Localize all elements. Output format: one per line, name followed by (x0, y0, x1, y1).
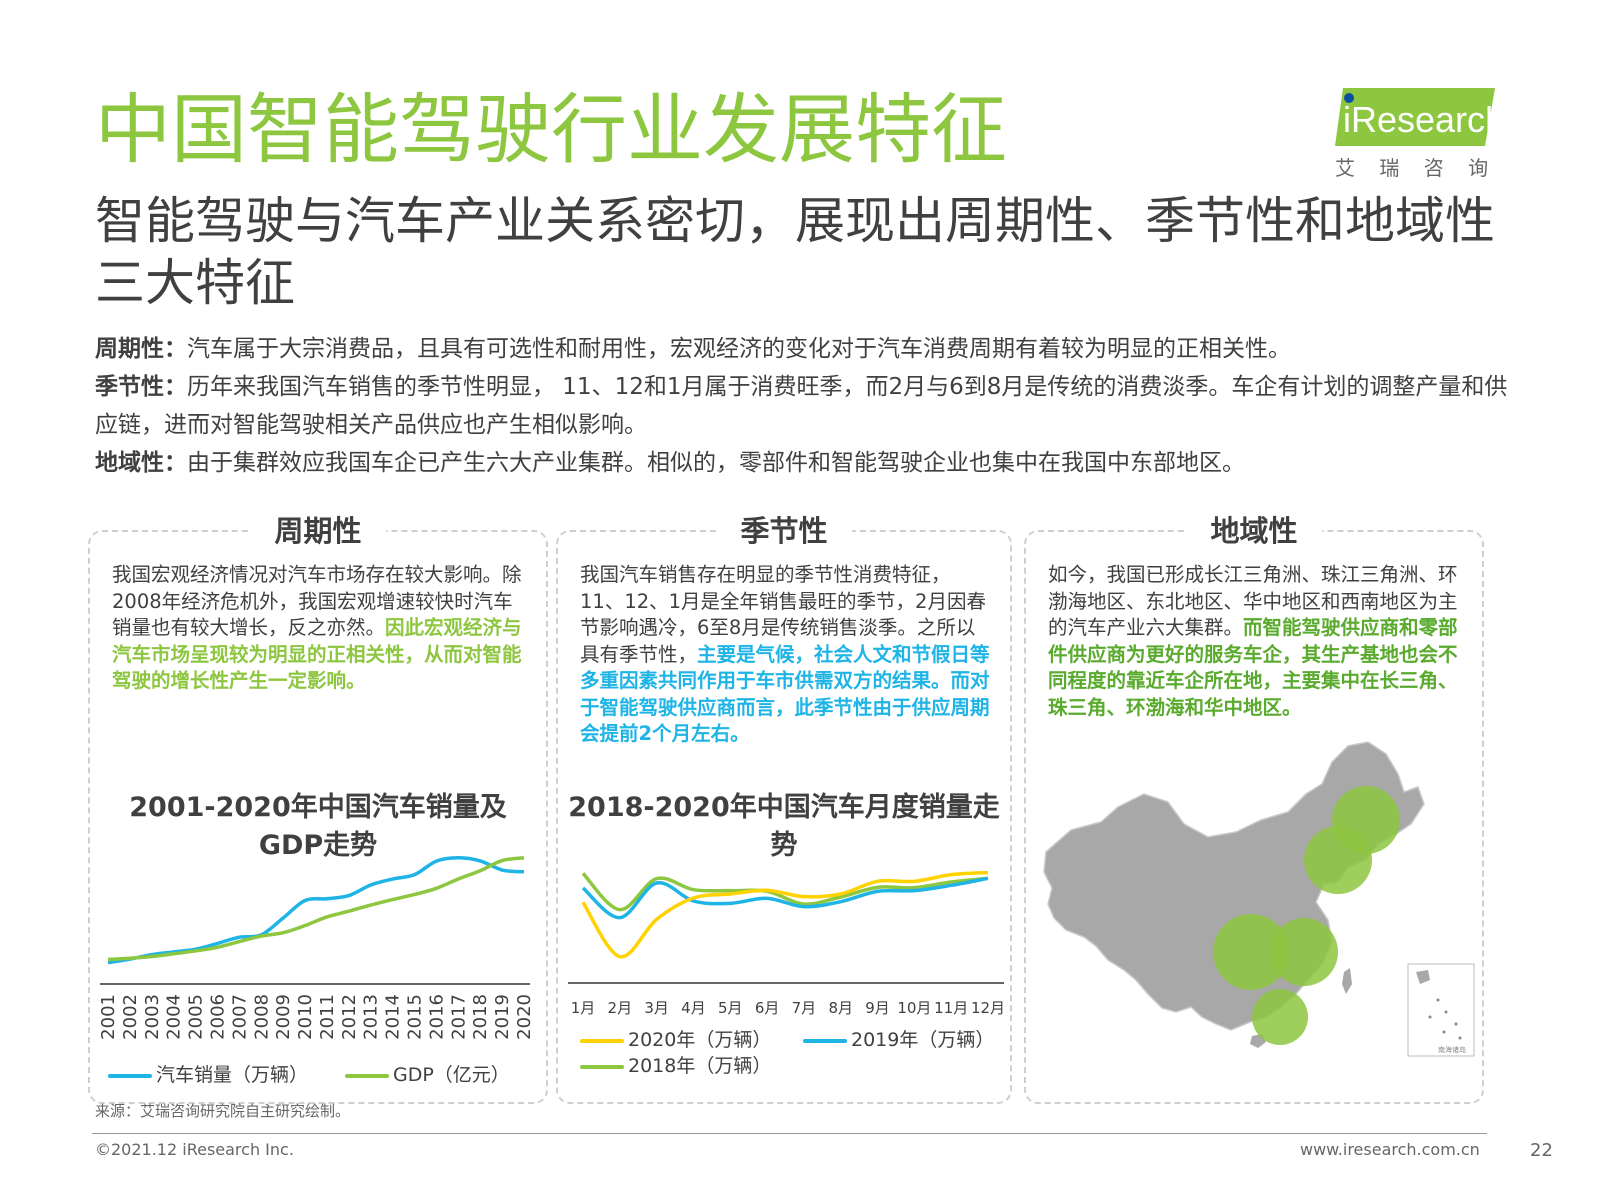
x-tick-label: 2010 (295, 994, 316, 1040)
intro-label: 周期性： (95, 336, 187, 362)
x-tick-label: 2011 (317, 994, 338, 1040)
intro-text: 由于集群效应我国车企已产生六大产业集群。相似的，零部件和智能驾驶企业也集中在我国… (187, 450, 1245, 476)
x-tick-label: 5月 (718, 999, 743, 1017)
south-sea-inset: 南海诸岛 (1407, 963, 1475, 1057)
x-tick-label: 2008 (251, 994, 272, 1040)
page-subtitle: 智能驾驶与汽车产业关系密切，展现出周期性、季节性和地域性三大特征 (95, 192, 1495, 312)
series-line-2 (581, 872, 989, 912)
panel-title: 季节性 (716, 514, 852, 548)
panel-title: 周期性 (250, 514, 386, 548)
panel-season: 季节性 我国汽车销售存在明显的季节性消费特征，11、12、1月是全年销售最旺的季… (556, 514, 1012, 1104)
x-tick-label: 4月 (681, 999, 706, 1017)
x-tick-label: 2009 (273, 994, 294, 1040)
china-map: 南海诸岛 (1043, 741, 1475, 1057)
intro-label: 季节性： (95, 374, 187, 400)
logo-brand-text: iResearch (1343, 99, 1495, 140)
x-tick-label: 2001 (98, 994, 119, 1040)
x-tick-label: 2014 (383, 994, 404, 1040)
page-number: 22 (1530, 1140, 1553, 1161)
x-tick-label: 2007 (229, 994, 250, 1040)
legend-item: 2020年（万辆） (580, 1025, 771, 1052)
x-tick-label: 8月 (828, 999, 853, 1017)
legend-item: 汽车销量（万辆） (108, 1060, 308, 1087)
cluster-central (1270, 918, 1338, 986)
x-tick-label: 1月 (571, 999, 596, 1017)
footer-divider (92, 1133, 1487, 1134)
panel-text: 我国汽车销售存在明显的季节性消费特征，11、12、1月是全年销售最旺的季节，2月… (580, 563, 990, 745)
iresearch-logo: iResearch 艾 瑞 咨 询 (1335, 88, 1497, 181)
x-tick-label: 7月 (792, 999, 817, 1017)
logo-cn-text: 艾 瑞 咨 询 (1335, 156, 1498, 180)
legend-item: 2019年（万辆） (803, 1025, 994, 1052)
chart-title: 2001-2020年中国汽车销量及GDP走势 (129, 792, 507, 861)
x-tick-label: 2015 (405, 994, 426, 1040)
panel-text: 我国宏观经济情况对汽车市场存在较大影响。除2008年经济危机外，我国宏观增速较快… (112, 563, 522, 692)
panel-cycle: 周期性 我国宏观经济情况对汽车市场存在较大影响。除2008年经济危机外，我国宏观… (88, 514, 548, 1104)
series-line-1 (107, 855, 525, 962)
page-title: 中国智能驾驶行业发展特征 (95, 85, 1007, 174)
chart-monthly-sales: 1月 2月 3月 4月 5月 6月 7月 8月 9月 10月 11月 12月 (568, 870, 1005, 1017)
x-tick-label: 11月 (934, 999, 968, 1017)
cluster-bohai (1304, 826, 1372, 894)
copyright: ©2021.12 iResearch Inc. (95, 1140, 294, 1159)
source-note: 来源：艾瑞咨询研究院自主研究绘制。 (95, 1102, 351, 1120)
series-line-0 (107, 855, 525, 965)
x-tick-label: 2020 (514, 994, 535, 1040)
series-line-1 (581, 876, 989, 920)
panel-region: 地域性 如今，我国已形成长江三角洲、珠江三角洲、环渤海地区、东北地区、华中地区和… (1024, 514, 1484, 1104)
x-tick-label: 2005 (186, 994, 207, 1040)
intro-label: 地域性： (95, 450, 187, 476)
series-line-0 (581, 870, 989, 959)
x-tick-label: 2012 (339, 994, 360, 1040)
panel-text: 如今，我国已形成长江三角洲、珠江三角洲、环渤海地区、东北地区、华中地区和西南地区… (1048, 563, 1458, 719)
x-tick-label: 2002 (120, 994, 141, 1040)
x-tick-label: 3月 (644, 999, 669, 1017)
intro-text: 汽车属于大宗消费品，且具有可选性和耐用性，宏观经济的变化对于汽车消费周期有着较为… (187, 336, 1291, 362)
intro-region: 地域性：由于集群效应我国车企已产生六大产业集群。相似的，零部件和智能驾驶企业也集… (95, 444, 1525, 482)
legend-item: GDP（亿元） (345, 1060, 510, 1087)
x-tick-label: 9月 (865, 999, 890, 1017)
x-tick-label: 2018 (470, 994, 491, 1040)
intro-text: 历年来我国汽车销售的季节性明显， 11、12和1月属于消费旺季，而2月与6到8月… (95, 374, 1508, 438)
panel-title: 地域性 (1186, 514, 1322, 548)
intro-cycle: 周期性：汽车属于大宗消费品，且具有可选性和耐用性，宏观经济的变化对于汽车消费周期… (95, 330, 1525, 368)
x-tick-label: 6月 (755, 999, 780, 1017)
website: www.iresearch.com.cn (1300, 1140, 1480, 1159)
x-tick-label: 10月 (897, 999, 931, 1017)
x-tick-label: 2017 (448, 994, 469, 1040)
x-tick-label: 2019 (492, 994, 513, 1040)
chart-title: 2018-2020年中国汽车月度销量走势 (568, 792, 1000, 861)
x-tick-label: 12月 (971, 999, 1005, 1017)
x-tick-label: 2013 (361, 994, 382, 1040)
taiwan-island (1342, 968, 1352, 994)
x-tick-label: 2006 (207, 994, 228, 1040)
legend-item: 2018年（万辆） (580, 1051, 771, 1078)
cluster-pearl-river (1252, 989, 1308, 1045)
china-map-shape (1043, 741, 1425, 1031)
chart-sales-gdp: 2001 2002 2003 2004 2005 2006 2007 2008 2009 2010… (98, 855, 535, 1040)
x-tick-label: 2003 (142, 994, 163, 1040)
cluster-southwest (1213, 914, 1289, 990)
x-tick-label: 2月 (608, 999, 633, 1017)
intro-season: 季节性：历年来我国汽车销售的季节性明显， 11、12和1月属于消费旺季，而2月与… (95, 368, 1525, 444)
x-tick-label: 2004 (164, 994, 185, 1040)
inset-label: 南海诸岛 (1438, 1045, 1466, 1054)
x-tick-label: 2016 (426, 994, 447, 1040)
